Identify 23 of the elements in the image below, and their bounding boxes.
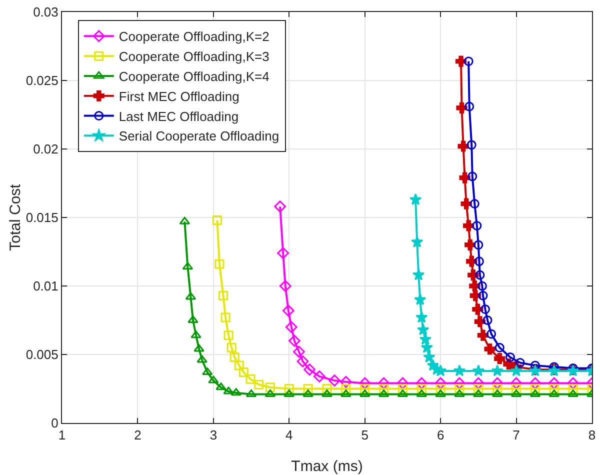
x-tick-label: 3 xyxy=(210,428,218,443)
y-axis-title: Total Cost xyxy=(6,183,24,251)
y-tick-label: 0.025 xyxy=(26,73,58,88)
x-tick-label: 4 xyxy=(286,428,293,443)
legend-label: Last MEC Offloading xyxy=(118,108,239,124)
y-tick-label: 0.03 xyxy=(33,4,58,20)
x-tick-label: 1 xyxy=(58,428,66,443)
legend-label: Cooperate Offloading,K=2 xyxy=(118,29,270,44)
legend-label: First MEC Offloading xyxy=(118,88,240,104)
y-tick-label: 0.015 xyxy=(26,210,58,226)
x-tick-label: 8 xyxy=(588,428,596,443)
y-tick-label: 0.01 xyxy=(33,278,58,294)
y-tick-label: 0 xyxy=(51,416,58,431)
legend-label: Cooperate Offloading,K=3 xyxy=(118,49,270,64)
legend-label: Serial Cooperate Offloading xyxy=(118,128,280,144)
legend-label: Cooperate Offloading,K=4 xyxy=(118,69,270,84)
x-tick-label: 2 xyxy=(134,428,142,443)
y-tick-label: 0.02 xyxy=(33,142,58,157)
y-tick-label: 0.005 xyxy=(26,347,58,362)
x-tick-label: 5 xyxy=(361,428,368,443)
x-axis-title: Tmax (ms) xyxy=(291,458,363,475)
x-tick-label: 7 xyxy=(512,428,520,443)
x-tick-label: 6 xyxy=(436,428,444,443)
